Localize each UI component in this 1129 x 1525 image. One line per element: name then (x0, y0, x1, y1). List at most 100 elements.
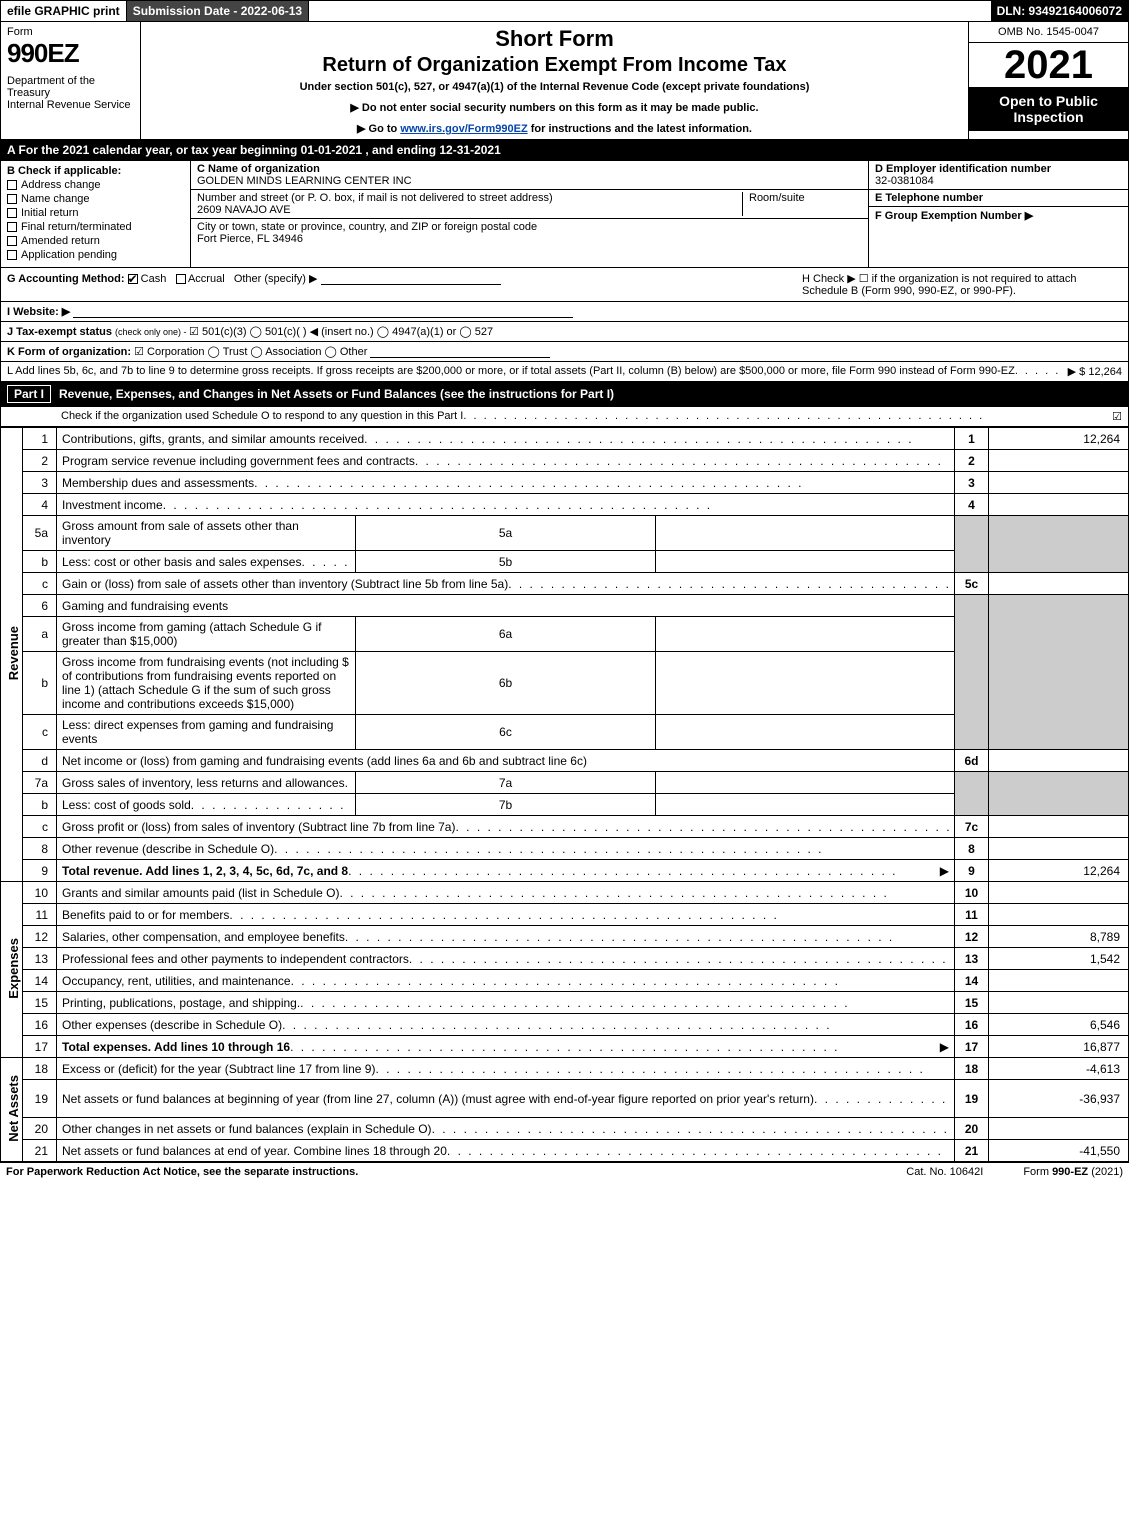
instr2-pre: ▶ Go to (357, 123, 400, 135)
part-i-title: Revenue, Expenses, and Changes in Net As… (59, 387, 614, 401)
part-i-sub-text: Check if the organization used Schedule … (61, 410, 463, 423)
chk-label: Amended return (21, 235, 100, 247)
topbar-spacer (309, 1, 990, 21)
group-exemption-cell: F Group Exemption Number ▶ (869, 207, 1128, 224)
l-amount: ▶ $ 12,264 (1062, 365, 1122, 378)
tax-year: 2021 (969, 43, 1128, 87)
department-label: Department of the Treasury Internal Reve… (7, 75, 134, 111)
street-value: 2609 NAVAJO AVE (197, 204, 742, 216)
line-num: 2 (23, 450, 57, 472)
city-value: Fort Pierce, FL 34946 (197, 233, 537, 245)
section-b-header: B Check if applicable: (7, 165, 184, 177)
form-word: Form (7, 26, 134, 38)
part-i-header: Part I Revenue, Expenses, and Changes in… (0, 382, 1129, 407)
other-specify-field[interactable] (321, 273, 501, 285)
accrual-label: Accrual (188, 273, 225, 285)
line-13: 13Professional fees and other payments t… (1, 948, 1129, 970)
header-left: Form 990EZ Department of the Treasury In… (1, 22, 141, 139)
chk-cash[interactable] (128, 274, 138, 284)
line-12: 12Salaries, other compensation, and empl… (1, 926, 1129, 948)
footer-mid: Cat. No. 10642I (866, 1166, 1023, 1178)
chk-initial-return[interactable]: Initial return (7, 207, 184, 219)
line-21: 21Net assets or fund balances at end of … (1, 1140, 1129, 1162)
line-20: 20Other changes in net assets or fund ba… (1, 1118, 1129, 1140)
efile-label: efile GRAPHIC print (1, 1, 127, 21)
line-7c: c Gross profit or (loss) from sales of i… (1, 816, 1129, 838)
line-amount: 12,264 (989, 428, 1129, 450)
line-2: 2 Program service revenue including gove… (1, 450, 1129, 472)
open-to-public: Open to Public Inspection (969, 87, 1128, 131)
other-label: Other (specify) ▶ (234, 273, 318, 285)
line-16: 16Other expenses (describe in Schedule O… (1, 1014, 1129, 1036)
chk-label: Initial return (21, 207, 78, 219)
footer-left: For Paperwork Reduction Act Notice, see … (6, 1166, 866, 1178)
line-3: 3 Membership dues and assessments 3 (1, 472, 1129, 494)
revenue-side-label: Revenue (1, 428, 23, 882)
section-d-e-f: D Employer identification number 32-0381… (868, 161, 1128, 267)
section-c: C Name of organization GOLDEN MINDS LEAR… (191, 161, 868, 267)
line-6: 6 Gaming and fundraising events (1, 595, 1129, 617)
room-suite-label: Room/suite (742, 192, 862, 216)
telephone-label: E Telephone number (875, 192, 1122, 204)
city-label: City or town, state or province, country… (197, 221, 537, 233)
expenses-side-label: Expenses (1, 882, 23, 1058)
section-b: B Check if applicable: Address change Na… (1, 161, 191, 267)
telephone-cell: E Telephone number (869, 190, 1128, 207)
chk-label: Name change (21, 193, 90, 205)
k-label: K Form of organization: (7, 346, 134, 358)
part-i-subheader: Check if the organization used Schedule … (0, 407, 1129, 427)
sub-title: Under section 501(c), 527, or 4947(a)(1)… (149, 81, 960, 93)
checkbox-icon (7, 194, 17, 204)
checkbox-icon (7, 236, 17, 246)
line-5a: 5a Gross amount from sale of assets othe… (1, 516, 1129, 551)
chk-accrual[interactable] (176, 274, 186, 284)
netassets-side-label: Net Assets (1, 1058, 23, 1162)
instruction-2: ▶ Go to www.irs.gov/Form990EZ for instru… (149, 122, 960, 135)
k-options: ☑ Corporation ◯ Trust ◯ Association ◯ Ot… (134, 346, 367, 358)
chk-address-change[interactable]: Address change (7, 179, 184, 191)
checkbox-icon (7, 180, 17, 190)
ein-value: 32-0381084 (875, 175, 1122, 187)
dln-label: DLN: 93492164006072 (991, 1, 1128, 21)
chk-label: Final return/terminated (21, 221, 132, 233)
checkbox-icon (7, 208, 17, 218)
line-5c: c Gain or (loss) from sale of assets oth… (1, 573, 1129, 595)
cash-label: Cash (141, 273, 167, 285)
website-field[interactable] (73, 306, 573, 318)
j-options: ☑ 501(c)(3) ◯ 501(c)( ) ◀ (insert no.) ◯… (189, 326, 493, 338)
street-cell: Number and street (or P. O. box, if mail… (191, 190, 868, 219)
org-name-label: C Name of organization (197, 163, 412, 175)
line-11: 11Benefits paid to or for members11 (1, 904, 1129, 926)
chk-final-return[interactable]: Final return/terminated (7, 221, 184, 233)
line-desc: Program service revenue including govern… (57, 450, 955, 472)
accounting-method: G Accounting Method: Cash Accrual Other … (7, 272, 802, 297)
instruction-1: ▶ Do not enter social security numbers o… (149, 101, 960, 114)
form-number: 990EZ (7, 38, 134, 69)
chk-name-change[interactable]: Name change (7, 193, 184, 205)
chk-amended-return[interactable]: Amended return (7, 235, 184, 247)
top-bar: efile GRAPHIC print Submission Date - 20… (0, 0, 1129, 22)
section-b-c-d: B Check if applicable: Address change Na… (0, 161, 1129, 268)
line-9: 9 Total revenue. Add lines 1, 2, 3, 4, 5… (1, 860, 1129, 882)
row-j-tax-exempt: J Tax-exempt status (check only one) - ☑… (0, 322, 1129, 342)
org-name-value: GOLDEN MINDS LEARNING CENTER INC (197, 175, 412, 187)
row-a-tax-year: A For the 2021 calendar year, or tax yea… (0, 140, 1129, 161)
ein-label: D Employer identification number (875, 163, 1122, 175)
line-amount (989, 450, 1129, 472)
form-header: Form 990EZ Department of the Treasury In… (0, 22, 1129, 140)
row-l-gross-receipts: L Add lines 5b, 6c, and 7b to line 9 to … (0, 362, 1129, 382)
chk-application-pending[interactable]: Application pending (7, 249, 184, 261)
page-footer: For Paperwork Reduction Act Notice, see … (0, 1162, 1129, 1181)
ein-cell: D Employer identification number 32-0381… (869, 161, 1128, 190)
row-k-org-form: K Form of organization: ☑ Corporation ◯ … (0, 342, 1129, 362)
line-desc: Contributions, gifts, grants, and simila… (57, 428, 955, 450)
main-title: Return of Organization Exempt From Incom… (149, 54, 960, 77)
k-other-field[interactable] (370, 346, 550, 358)
sub-dots (463, 410, 1106, 423)
irs-link[interactable]: www.irs.gov/Form990EZ (400, 123, 527, 135)
header-right: OMB No. 1545-0047 2021 Open to Public In… (968, 22, 1128, 139)
footer-right-pre: Form (1023, 1166, 1052, 1178)
row-h: H Check ▶ ☐ if the organization is not r… (802, 272, 1122, 297)
line-17: 17Total expenses. Add lines 10 through 1… (1, 1036, 1129, 1058)
line-8: 8 Other revenue (describe in Schedule O)… (1, 838, 1129, 860)
